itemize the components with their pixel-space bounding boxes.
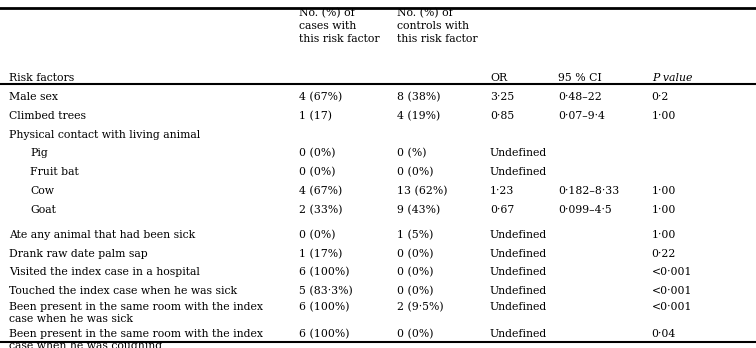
Text: 9 (43%): 9 (43%) [397, 205, 440, 215]
Text: 0 (0%): 0 (0%) [397, 267, 433, 278]
Text: 6 (100%): 6 (100%) [299, 267, 349, 278]
Text: 0·182–8·33: 0·182–8·33 [558, 186, 619, 196]
Text: 4 (67%): 4 (67%) [299, 92, 342, 102]
Text: 95 % CI: 95 % CI [558, 73, 602, 83]
Text: 2 (33%): 2 (33%) [299, 205, 342, 215]
Text: <0·001: <0·001 [652, 286, 692, 296]
Text: 1·00: 1·00 [652, 111, 676, 121]
Text: 0 (0%): 0 (0%) [397, 248, 433, 259]
Text: 1 (5%): 1 (5%) [397, 230, 433, 240]
Text: 5 (83·3%): 5 (83·3%) [299, 286, 352, 296]
Text: 13 (62%): 13 (62%) [397, 186, 448, 196]
Text: 0 (0%): 0 (0%) [299, 167, 335, 177]
Text: Climbed trees: Climbed trees [9, 111, 86, 121]
Text: 0 (0%): 0 (0%) [299, 148, 335, 159]
Text: 0·48–22: 0·48–22 [558, 92, 602, 102]
Text: 0 (%): 0 (%) [397, 148, 426, 159]
Text: 1·00: 1·00 [652, 230, 676, 240]
Text: 4 (19%): 4 (19%) [397, 111, 440, 121]
Text: 1·23: 1·23 [490, 186, 514, 196]
Text: 6 (100%): 6 (100%) [299, 329, 349, 339]
Text: 0·85: 0·85 [490, 111, 514, 121]
Text: 0·04: 0·04 [652, 329, 676, 339]
Text: Fruit bat: Fruit bat [30, 167, 79, 177]
Text: 1 (17): 1 (17) [299, 111, 332, 121]
Text: 0 (0%): 0 (0%) [397, 167, 433, 177]
Text: Physical contact with living animal: Physical contact with living animal [9, 130, 200, 140]
Text: 0·22: 0·22 [652, 249, 676, 259]
Text: Undefined: Undefined [490, 268, 547, 277]
Text: Been present in the same room with the index
case when he was sick: Been present in the same room with the i… [9, 302, 263, 324]
Text: Ate any animal that had been sick: Ate any animal that had been sick [9, 230, 195, 240]
Text: 4 (67%): 4 (67%) [299, 186, 342, 196]
Text: Undefined: Undefined [490, 302, 547, 312]
Text: Undefined: Undefined [490, 167, 547, 177]
Text: 0·099–4·5: 0·099–4·5 [558, 205, 612, 215]
Text: Male sex: Male sex [9, 92, 58, 102]
Text: 0 (0%): 0 (0%) [397, 286, 433, 296]
Text: 0·2: 0·2 [652, 92, 669, 102]
Text: No. (%) of
controls with
this risk factor: No. (%) of controls with this risk facto… [397, 8, 478, 44]
Text: 0·67: 0·67 [490, 205, 514, 215]
Text: OR: OR [490, 73, 507, 83]
Text: Been present in the same room with the index
case when he was coughing: Been present in the same room with the i… [9, 329, 263, 348]
Text: Risk factors: Risk factors [9, 73, 74, 83]
Text: <0·001: <0·001 [652, 268, 692, 277]
Text: 1·00: 1·00 [652, 186, 676, 196]
Text: Goat: Goat [30, 205, 56, 215]
Text: Visited the index case in a hospital: Visited the index case in a hospital [9, 268, 200, 277]
Text: Pig: Pig [30, 149, 48, 158]
Text: Undefined: Undefined [490, 329, 547, 339]
Text: Cow: Cow [30, 186, 54, 196]
Text: 1 (17%): 1 (17%) [299, 248, 342, 259]
Text: <0·001: <0·001 [652, 302, 692, 312]
Text: 0·07–9·4: 0·07–9·4 [558, 111, 605, 121]
Text: 1·00: 1·00 [652, 205, 676, 215]
Text: Drank raw date palm sap: Drank raw date palm sap [9, 249, 148, 259]
Text: Undefined: Undefined [490, 230, 547, 240]
Text: Touched the index case when he was sick: Touched the index case when he was sick [9, 286, 237, 296]
Text: Undefined: Undefined [490, 249, 547, 259]
Text: Undefined: Undefined [490, 149, 547, 158]
Text: 0 (0%): 0 (0%) [397, 329, 433, 339]
Text: Undefined: Undefined [490, 286, 547, 296]
Text: 2 (9·5%): 2 (9·5%) [397, 302, 444, 312]
Text: 0 (0%): 0 (0%) [299, 230, 335, 240]
Text: 6 (100%): 6 (100%) [299, 302, 349, 312]
Text: 3·25: 3·25 [490, 92, 514, 102]
Text: No. (%) of
cases with
this risk factor: No. (%) of cases with this risk factor [299, 8, 380, 44]
Text: 8 (38%): 8 (38%) [397, 92, 441, 102]
Text: P value: P value [652, 73, 692, 83]
